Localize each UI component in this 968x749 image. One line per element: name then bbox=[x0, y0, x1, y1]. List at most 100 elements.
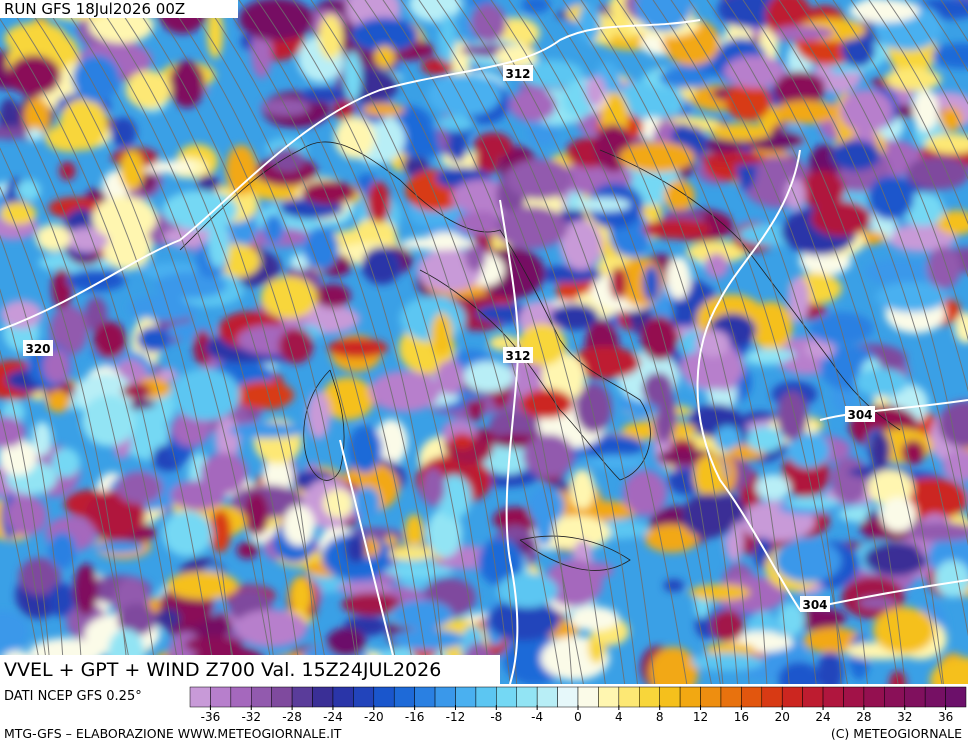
field-blob bbox=[66, 269, 126, 292]
colorbar-swatch bbox=[251, 686, 272, 708]
field-blob bbox=[642, 219, 712, 240]
streamline bbox=[886, 0, 968, 141]
colorbar-swatch bbox=[496, 686, 517, 708]
streamline bbox=[454, 0, 688, 684]
field-blob bbox=[48, 532, 77, 569]
field-blob bbox=[46, 390, 71, 413]
colorbar-swatch bbox=[945, 686, 967, 708]
field-blob bbox=[301, 180, 357, 205]
field-blob bbox=[347, 425, 383, 473]
streamline bbox=[634, 0, 842, 684]
field-blob bbox=[932, 42, 968, 69]
field-blob bbox=[519, 60, 584, 88]
field-blob bbox=[873, 607, 935, 654]
colorbar-tick-label: 12 bbox=[693, 710, 708, 724]
colorbar-tick-label: -32 bbox=[241, 710, 261, 724]
field-blob bbox=[447, 130, 468, 162]
contour-labels: 312 320 312 304 304 bbox=[23, 65, 875, 612]
field-blob bbox=[391, 600, 453, 630]
field-blob bbox=[492, 507, 538, 532]
field-blob bbox=[576, 197, 631, 212]
streamline bbox=[0, 408, 50, 684]
field-blob bbox=[169, 60, 205, 108]
field-blob bbox=[575, 382, 612, 433]
field-blob bbox=[367, 181, 391, 223]
field-blob bbox=[693, 454, 726, 498]
field-blob bbox=[92, 196, 158, 241]
colorbar-swatch bbox=[536, 686, 558, 708]
streamline bbox=[832, 0, 968, 278]
field-blob bbox=[236, 541, 259, 560]
streamline bbox=[490, 0, 721, 684]
field-blob bbox=[81, 395, 136, 447]
streamline bbox=[0, 288, 65, 684]
field-blob bbox=[690, 653, 764, 671]
field-blob bbox=[663, 579, 684, 592]
field-blob bbox=[207, 8, 224, 59]
field-blob bbox=[401, 236, 475, 251]
field-blob bbox=[395, 128, 448, 159]
field-blob bbox=[122, 383, 151, 399]
field-blob bbox=[930, 657, 968, 684]
field-blob bbox=[119, 150, 145, 191]
colorbar-swatch bbox=[802, 686, 824, 708]
copyright: (C) METEOGIORNALE bbox=[831, 726, 962, 741]
streamline bbox=[40, 0, 276, 684]
field-blob bbox=[704, 253, 729, 279]
field-blob bbox=[746, 426, 784, 453]
colorbar-swatch bbox=[924, 686, 946, 708]
field-blob bbox=[170, 480, 226, 510]
colorbar-tick-label: -20 bbox=[364, 710, 384, 724]
field-blob bbox=[848, 0, 920, 23]
field-blob bbox=[889, 670, 907, 684]
field-blob bbox=[800, 170, 845, 209]
field-blob bbox=[43, 349, 71, 384]
field-blob bbox=[154, 607, 182, 629]
field-blob bbox=[936, 210, 968, 235]
colorbar-swatch bbox=[884, 686, 905, 708]
field-blob bbox=[880, 496, 917, 532]
field-blob bbox=[154, 272, 227, 299]
streamline bbox=[184, 0, 417, 684]
colorbar-swatch bbox=[618, 686, 640, 708]
field-blob bbox=[648, 646, 699, 684]
streamline bbox=[598, 0, 817, 684]
streamline bbox=[202, 0, 431, 684]
field-blob bbox=[431, 312, 453, 357]
field-blob bbox=[0, 202, 37, 225]
colorbar-tick-label: 36 bbox=[938, 710, 953, 724]
field-blob bbox=[506, 158, 573, 200]
field-blob bbox=[234, 609, 308, 648]
field-blob bbox=[233, 381, 295, 410]
colorbar-swatch bbox=[373, 686, 395, 708]
streamline bbox=[382, 0, 606, 684]
streamline bbox=[904, 0, 968, 105]
field-blob bbox=[0, 299, 43, 329]
run-label: RUN GFS 18Jul2026 00Z bbox=[4, 0, 185, 18]
field-blob bbox=[509, 88, 556, 122]
colorbar-tick-label: -16 bbox=[405, 710, 425, 724]
field-blob bbox=[361, 246, 402, 285]
streamline bbox=[418, 0, 638, 684]
colorbar-swatch bbox=[598, 686, 620, 708]
streamline bbox=[328, 0, 562, 684]
streamline bbox=[130, 0, 361, 684]
field-blob bbox=[772, 25, 835, 41]
streamline bbox=[472, 0, 712, 684]
field-blob bbox=[940, 106, 963, 132]
streamline bbox=[778, 0, 968, 522]
colorbar-swatch bbox=[189, 686, 211, 708]
field-blob bbox=[774, 539, 842, 583]
field-blob bbox=[864, 542, 928, 576]
field-blob bbox=[774, 100, 838, 124]
field-blob bbox=[786, 432, 830, 469]
field-blob bbox=[926, 246, 961, 290]
streamline bbox=[562, 0, 768, 684]
field-blob bbox=[875, 281, 948, 313]
field-blob bbox=[197, 174, 220, 193]
colorbar-swatch bbox=[577, 686, 599, 708]
field-blob bbox=[48, 582, 76, 617]
streamline bbox=[544, 0, 750, 684]
field-blob bbox=[353, 486, 381, 520]
colorbar-swatch bbox=[843, 686, 865, 708]
